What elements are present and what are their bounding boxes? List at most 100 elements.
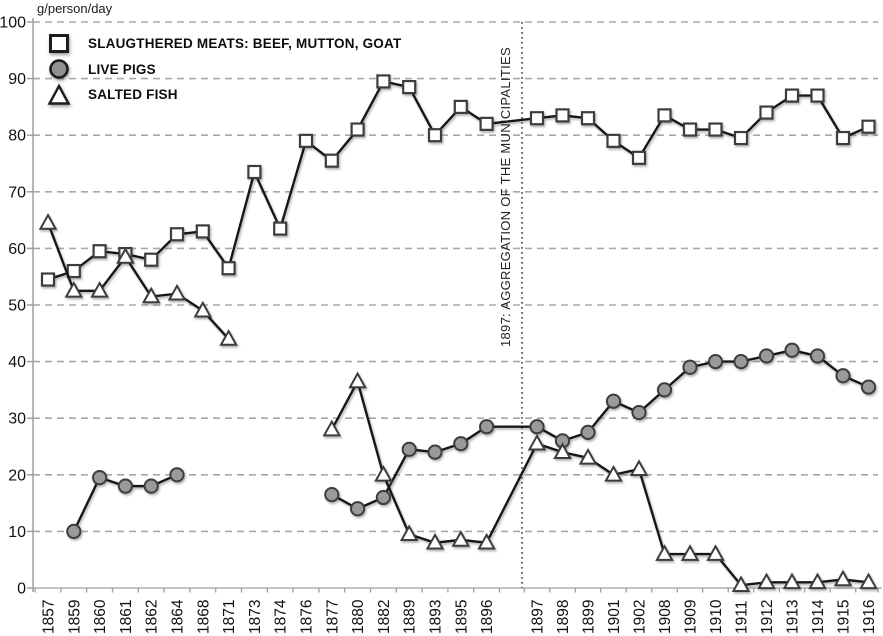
x-tick-label: 1880 (350, 599, 367, 634)
x-tick-label: 1893 (428, 600, 445, 634)
x-tick-label: 1899 (581, 600, 598, 634)
y-tick-label: 100 (0, 15, 26, 32)
series-square (40, 74, 876, 287)
x-tick-label: 1882 (376, 600, 393, 634)
data-point-square (273, 221, 288, 236)
data-point-triangle (64, 281, 84, 298)
x-tick-label: 1862 (144, 600, 161, 634)
data-point-triangle (374, 464, 393, 482)
data-point-square (810, 88, 825, 103)
y-tick-label: 20 (8, 467, 26, 484)
series-line (46, 222, 230, 340)
series-line (330, 378, 869, 587)
data-point-triangle (833, 569, 853, 587)
x-tick-label: 1895 (453, 600, 470, 634)
data-point-triangle (680, 544, 700, 561)
data-point-square (479, 116, 494, 131)
x-tick-label: 1901 (606, 600, 623, 634)
x-tick-label: 1868 (195, 600, 212, 634)
x-tick-label: 1889 (402, 600, 419, 634)
data-point-circle (809, 348, 826, 364)
x-tick-label: 1896 (479, 600, 496, 634)
data-point-circle (784, 342, 800, 358)
data-point-circle (529, 419, 545, 435)
x-tick-label: 1908 (657, 600, 674, 634)
y-tick-label: 80 (8, 128, 26, 145)
data-point-triangle (348, 371, 367, 389)
x-tick-label: 1915 (836, 600, 853, 634)
data-point-circle (375, 489, 391, 506)
x-tick-label: 1912 (759, 600, 776, 634)
data-point-triangle (116, 247, 135, 264)
x-tick-label: 1909 (683, 600, 700, 634)
data-point-triangle (578, 447, 598, 465)
x-tick-label: 1877 (324, 600, 341, 634)
x-tick-label: 1873 (247, 600, 264, 634)
x-tick-label: 1914 (810, 599, 827, 634)
data-point-circle (631, 404, 647, 421)
data-point-square (40, 272, 56, 287)
data-point-circle (758, 348, 775, 364)
data-point-circle (401, 441, 417, 457)
data-point-square (92, 244, 107, 259)
data-point-triangle (808, 572, 827, 590)
data-point-circle (580, 424, 596, 440)
data-point-square (66, 263, 81, 279)
x-tick-label: 1913 (785, 600, 802, 634)
data-point-square (784, 88, 800, 103)
data-point-circle (117, 478, 134, 494)
data-point-circle (733, 354, 749, 370)
data-point-square (144, 252, 159, 267)
y-tick-label: 30 (8, 411, 26, 428)
data-point-triangle (859, 572, 878, 590)
data-point-triangle (706, 544, 725, 561)
data-point-square (606, 133, 621, 148)
data-point-triangle (782, 572, 802, 590)
data-point-square (555, 108, 570, 123)
x-tick-label: 1871 (221, 600, 238, 634)
circle-marker-icon (49, 59, 69, 80)
municipality-aggregation-annotation: 1897: AGGREGATION OF THE MUNICIPALITIES (498, 47, 513, 347)
x-tick-label: 1874 (273, 599, 290, 634)
x-tick-label: 1864 (170, 599, 187, 634)
x-tick-label: 1898 (555, 600, 572, 634)
x-tick-label: 1911 (734, 601, 751, 634)
data-point-triangle (757, 572, 776, 590)
y-tick-label: 70 (8, 184, 26, 201)
y-tick-label: 0 (17, 581, 26, 598)
data-point-triangle (38, 213, 58, 230)
data-point-square (682, 122, 698, 137)
data-point-square (402, 79, 417, 95)
data-point-triangle (90, 281, 109, 298)
data-point-triangle (655, 544, 674, 561)
data-point-circle (605, 393, 622, 409)
x-tick-label: 1897 (530, 600, 547, 634)
x-tick-label: 1876 (299, 600, 316, 634)
data-point-square (733, 130, 749, 146)
data-point-circle (66, 523, 82, 540)
y-axis-unit-label: g/person/day (37, 1, 113, 16)
x-tick-label: 1857 (41, 600, 58, 634)
data-point-triangle (553, 442, 572, 459)
legend-item: SALTED FISH (47, 82, 401, 108)
data-point-triangle (604, 464, 623, 482)
data-point-square (298, 133, 314, 148)
data-point-circle (860, 379, 877, 395)
data-point-triangle (322, 419, 342, 437)
legend-label: LIVE PIGS (88, 61, 156, 77)
series-circle (66, 342, 877, 540)
triangle-marker-icon (47, 83, 71, 105)
data-point-square (708, 122, 723, 137)
data-point-square (453, 99, 468, 115)
data-point-circle (92, 470, 108, 486)
data-point-circle (453, 436, 469, 452)
data-point-circle (143, 478, 159, 494)
data-point-triangle (167, 283, 187, 301)
legend-item: SLAUGTHERED MEATS: BEEF, MUTTON, GOAT (47, 31, 401, 57)
data-point-triangle (141, 286, 161, 304)
y-tick-label: 40 (8, 354, 26, 371)
series-line (331, 349, 869, 511)
data-point-square (221, 261, 236, 276)
